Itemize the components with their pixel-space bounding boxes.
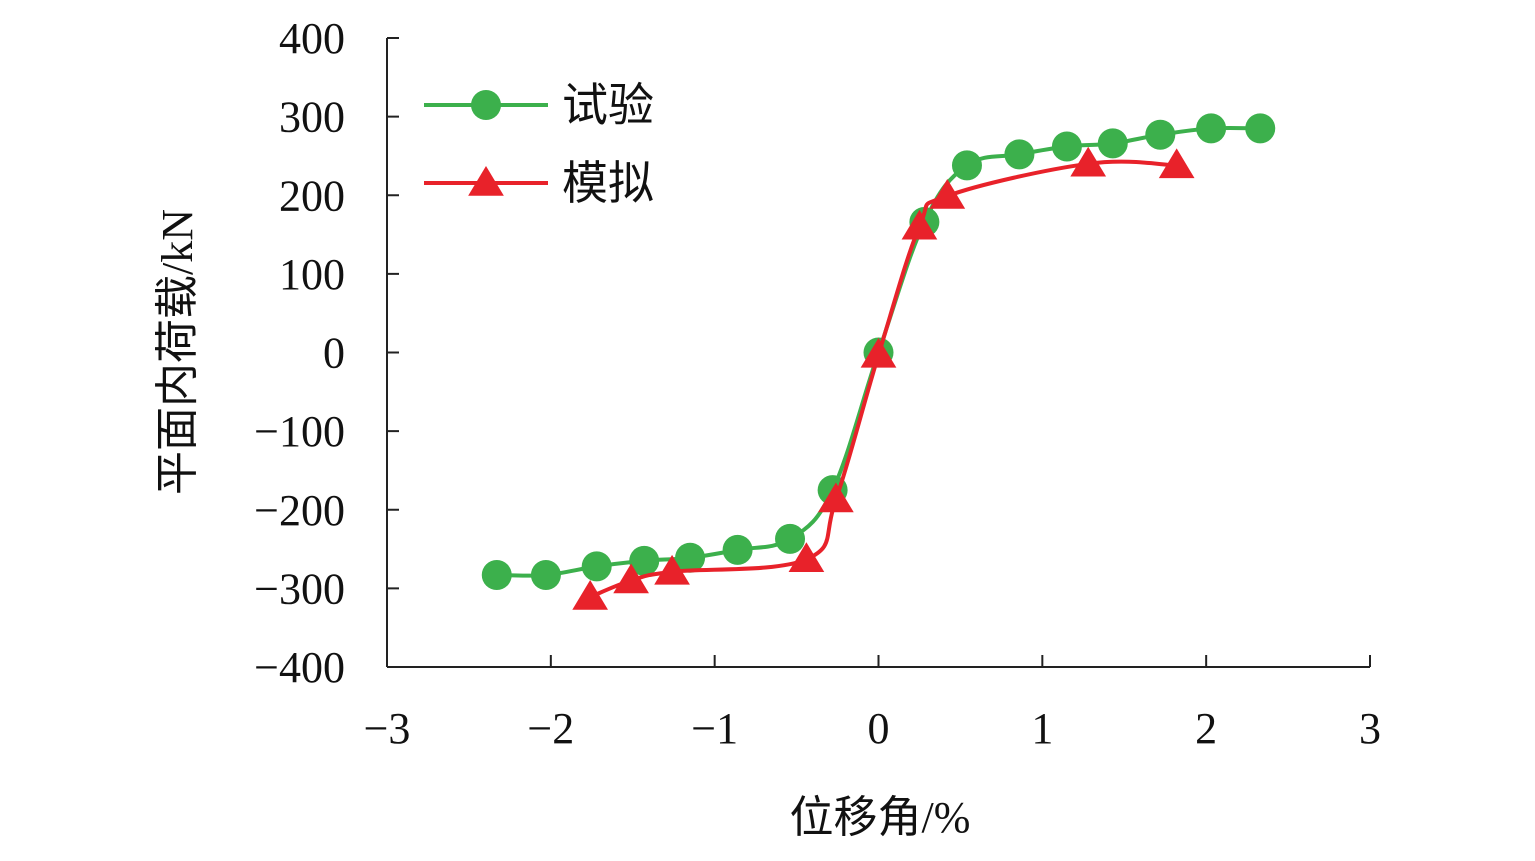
data-point bbox=[481, 560, 512, 591]
data-point bbox=[901, 209, 938, 240]
data-point bbox=[788, 542, 825, 573]
x-tick-label: −3 bbox=[364, 704, 411, 753]
legend-entry: 试验 bbox=[424, 80, 654, 131]
data-point bbox=[581, 551, 612, 582]
y-tick-label: −100 bbox=[254, 407, 345, 456]
data-point bbox=[1004, 139, 1035, 170]
series-layer bbox=[481, 113, 1276, 610]
data-point bbox=[654, 554, 690, 585]
data-point bbox=[675, 542, 706, 573]
legend-label: 模拟 bbox=[562, 158, 654, 209]
data-point bbox=[1158, 148, 1195, 179]
x-tick-label: −1 bbox=[691, 704, 738, 753]
y-tick-label: 300 bbox=[279, 93, 345, 142]
data-point bbox=[1145, 119, 1176, 150]
series-2 bbox=[572, 146, 1195, 610]
axes-layer: −400 −300 −200 −100 0 100 200 300 400 −3 −2 −1 0 1 2 3 bbox=[254, 14, 1381, 753]
data-point bbox=[860, 337, 897, 368]
legend-label: 试验 bbox=[562, 80, 654, 131]
legend-marker bbox=[471, 90, 501, 120]
y-tick-label: 100 bbox=[279, 250, 345, 299]
data-point bbox=[929, 179, 966, 209]
legend-marker bbox=[468, 166, 504, 196]
x-axis-label: 位移角/% bbox=[790, 793, 971, 842]
data-point bbox=[818, 482, 854, 513]
y-tick-label: 400 bbox=[279, 14, 345, 63]
x-tick-label: 0 bbox=[868, 704, 890, 753]
y-tick-label: 0 bbox=[323, 329, 345, 378]
data-point bbox=[530, 560, 561, 591]
data-point bbox=[572, 580, 609, 610]
data-point bbox=[1070, 146, 1107, 177]
data-point bbox=[1196, 113, 1227, 144]
data-point bbox=[1245, 113, 1276, 144]
data-point bbox=[613, 563, 649, 594]
y-tick-label: −300 bbox=[254, 564, 345, 613]
y-tick-label: −200 bbox=[254, 486, 345, 535]
y-axis-label: 平面内荷载/kN bbox=[153, 209, 202, 495]
series-line bbox=[589, 159, 1177, 599]
data-point bbox=[1097, 128, 1128, 159]
data-point bbox=[629, 545, 660, 576]
x-tick-label: 3 bbox=[1359, 704, 1381, 753]
data-point bbox=[951, 150, 982, 181]
y-tick-label: −400 bbox=[254, 643, 345, 692]
data-point bbox=[1051, 131, 1082, 162]
data-point bbox=[775, 523, 806, 554]
x-tick-label: 1 bbox=[1031, 704, 1053, 753]
data-point bbox=[722, 534, 753, 565]
x-tick-label: −2 bbox=[527, 704, 574, 753]
x-tick-label: 2 bbox=[1195, 704, 1217, 753]
y-tick-label: 200 bbox=[279, 171, 345, 220]
legend-entry: 模拟 bbox=[424, 158, 654, 209]
